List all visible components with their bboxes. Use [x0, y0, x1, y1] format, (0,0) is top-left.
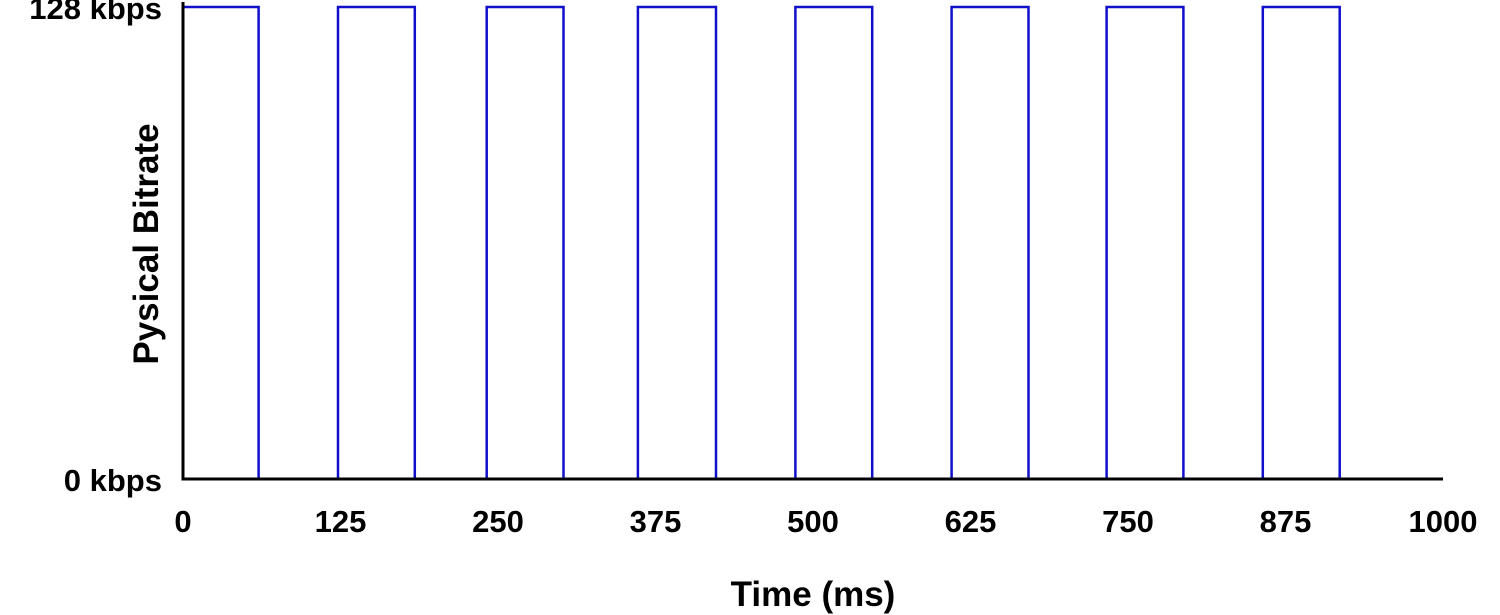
x-tick-label: 500 — [787, 504, 839, 539]
x-tick-label: 250 — [472, 504, 524, 539]
x-tick-label: 750 — [1102, 504, 1154, 539]
x-tick-label: 375 — [630, 504, 682, 539]
x-axis-title: Time (ms) — [731, 575, 896, 614]
plot-area — [181, 5, 1443, 481]
axes — [181, 2, 1443, 481]
x-tick-label: 875 — [1260, 504, 1312, 539]
y-tick-label: 128 kbps — [29, 0, 162, 26]
y-tick-label: 0 kbps — [64, 463, 162, 498]
x-tick-label: 625 — [945, 504, 997, 539]
x-tick-label: 125 — [315, 504, 367, 539]
y-axis-title: Pysical Bitrate — [127, 123, 166, 364]
series-line-0 — [181, 5, 1443, 481]
labels: 0 125 250 375 500 625 750 875 1000 0 kbps 128 kbps… — [29, 0, 1477, 614]
x-tick-label: 0 — [174, 504, 191, 539]
x-tick-label: 1000 — [1409, 504, 1478, 539]
